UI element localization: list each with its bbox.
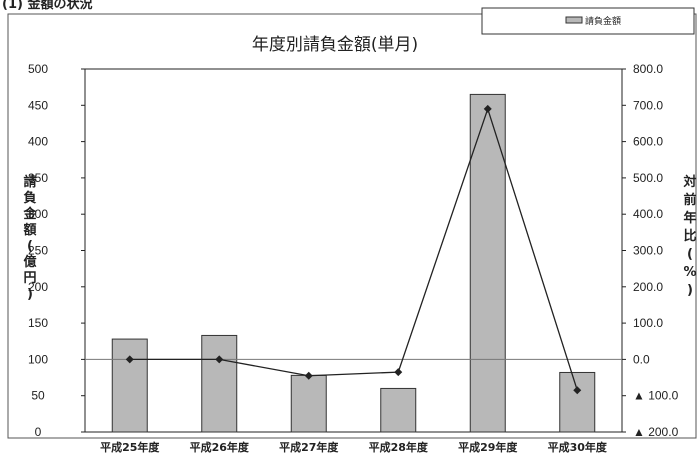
right-tick-label: 500.0	[633, 171, 663, 185]
right-axis-label-char: 比	[683, 228, 696, 244]
bar	[559, 371, 596, 433]
left-axis-label-char: 請	[23, 174, 36, 190]
legend-box	[481, 7, 695, 35]
left-tick-label: 150	[28, 316, 48, 330]
bar-series	[111, 93, 596, 433]
right-tick-label: 600.0	[633, 135, 663, 149]
left-axis-label: 請負金額(億円)	[22, 174, 37, 302]
page-header-fragment: (1) 金額の状況	[2, 0, 92, 12]
category-label: 平成27年度	[279, 440, 339, 454]
left-axis-label-char: (	[27, 239, 33, 254]
left-tick-label: 200	[28, 280, 48, 294]
right-tick-label: 700.0	[633, 98, 663, 112]
ratio-point	[573, 386, 582, 395]
ratio-point	[215, 355, 224, 364]
left-tick-label: 500	[28, 62, 48, 76]
ratio-point	[394, 368, 403, 377]
legend: 請負金額	[481, 7, 695, 35]
left-axis-label-char: 金	[22, 206, 37, 222]
left-tick-label: 450	[28, 98, 48, 112]
right-tick-label: 400.0	[633, 207, 663, 221]
category-label: 平成29年度	[458, 440, 518, 454]
ratio-point	[483, 104, 492, 113]
right-axis-label-char: 前	[683, 192, 696, 208]
plot-axes	[84, 68, 623, 433]
left-tick-label: 100	[28, 352, 48, 366]
left-tick-label: 400	[28, 135, 48, 149]
category-label: 平成28年度	[369, 440, 429, 454]
right-axis-label-char: %	[683, 265, 696, 280]
category-label: 平成25年度	[100, 440, 160, 454]
right-axis-ticks: ▲ 200.0 ▲ 100.0 0.0 100.0 200.0 300.0 400.0 500…	[622, 62, 679, 439]
left-tick-label: 0	[35, 425, 42, 439]
legend-swatch	[565, 16, 583, 24]
chart-frame	[7, 13, 697, 439]
chart-title: 年度別請負金額(単月)	[252, 35, 418, 55]
category-label: 平成26年度	[190, 440, 250, 454]
right-tick-label: 800.0	[633, 62, 663, 76]
ratio-point	[304, 371, 313, 380]
category-labels: 平成25年度 平成26年度 平成27年度 平成28年度 平成29年度 平成30年度	[100, 440, 608, 454]
left-axis-label-char: 円	[23, 271, 36, 286]
left-axis-label-char: )	[27, 287, 33, 302]
ratio-point	[125, 355, 134, 364]
right-tick-label: 200.0	[633, 280, 663, 294]
right-tick-label: ▲ 200.0	[633, 425, 679, 439]
right-axis-label-char: 年	[683, 210, 696, 226]
ratio-line	[129, 106, 578, 391]
line-series	[125, 104, 582, 395]
bar	[111, 338, 148, 433]
right-tick-label: 100.0	[633, 316, 663, 330]
left-axis-label-char: 額	[22, 222, 36, 238]
right-tick-label: ▲ 100.0	[633, 389, 679, 403]
left-tick-label: 250	[28, 244, 48, 258]
bar	[469, 93, 506, 433]
bar	[290, 374, 327, 433]
legend-label: 請負金額	[585, 15, 621, 27]
left-axis-label-char: 負	[23, 190, 36, 206]
bar	[380, 387, 417, 433]
category-label: 平成30年度	[548, 440, 608, 454]
right-axis-label-char: 対	[682, 174, 696, 190]
left-axis-label-char: 億	[23, 254, 36, 270]
right-axis-label-char: )	[687, 283, 693, 298]
left-tick-label: 350	[28, 171, 48, 185]
right-tick-label: 300.0	[633, 244, 663, 258]
bar	[201, 334, 238, 433]
right-tick-label: 0.0	[633, 352, 650, 366]
left-axis-ticks: 0 50 100 150 200 250 300 350 400 450 500	[28, 62, 85, 439]
left-tick-label: 50	[31, 389, 45, 403]
left-tick-label: 300	[28, 207, 48, 221]
right-axis-label-char: (	[687, 247, 693, 262]
